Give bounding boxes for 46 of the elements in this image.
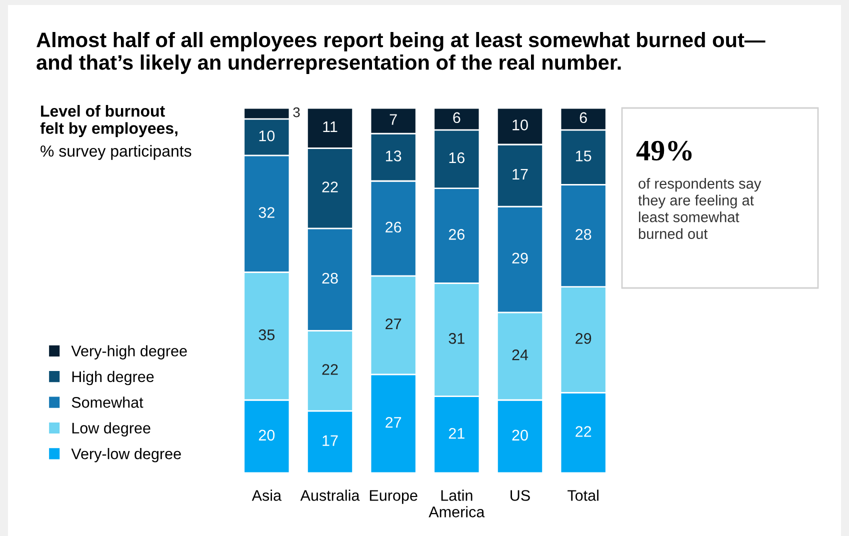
data-label: 26 (448, 229, 464, 240)
data-label: 26 (386, 222, 402, 233)
data-label: 22 (322, 182, 338, 192)
data-label: 6 (453, 112, 460, 124)
data-label: 35 (258, 329, 275, 340)
legend-label: Somewhat (72, 396, 144, 408)
data-label: 29 (512, 252, 528, 264)
chart-title: Almost half of all employees report being at least somewhat burned out— and that’s likely an underrepresentation of the real number. (36, 32, 766, 74)
data-label: 20 (512, 430, 528, 441)
legend-label: Very-low degree (71, 448, 181, 462)
data-label: 28 (576, 229, 592, 240)
text: of respondents say they are feeling at least somewhat burned out (638, 178, 762, 240)
x-tick-label: Total (568, 490, 598, 501)
x-tick-label: Asia (252, 490, 282, 501)
data-label: 22 (576, 426, 592, 437)
x-tick-label: Latin America (428, 490, 485, 518)
data-label: 10 (512, 120, 528, 130)
x-tick-label: US (510, 490, 530, 501)
data-label: 11 (323, 122, 338, 132)
data-label: 15 (576, 150, 592, 162)
data-label: 22 (322, 364, 338, 375)
data-label: 20 (258, 430, 275, 441)
data-label: 13 (386, 150, 402, 162)
data-label: 32 (258, 207, 274, 218)
data-label: 28 (322, 272, 338, 284)
legend-label: Low degree (72, 422, 150, 437)
legend-title: Level of burnout felt by employees, (40, 105, 178, 138)
y-axis-title: % survey participants (40, 145, 192, 160)
data-label: 17 (322, 435, 338, 446)
legend-label: Very-high degree (71, 345, 187, 360)
data-label: 7 (390, 114, 397, 125)
x-tick-label: Europe (370, 490, 418, 504)
data-label: 27 (386, 417, 402, 428)
data-label: 24 (512, 349, 528, 360)
data-label: 31 (448, 333, 464, 344)
data-label: 27 (386, 318, 402, 330)
data-label: 6 (580, 112, 587, 124)
data-label: 10 (259, 130, 275, 142)
data-label: 3 (293, 107, 300, 118)
data-label: 21 (448, 428, 464, 439)
text: 49% (636, 140, 692, 161)
x-tick-label: Australia (300, 490, 360, 501)
data-label: 16 (449, 152, 464, 164)
data-label: 17 (512, 168, 528, 180)
legend-label: High degree (72, 370, 154, 386)
data-label: 29 (576, 333, 592, 344)
